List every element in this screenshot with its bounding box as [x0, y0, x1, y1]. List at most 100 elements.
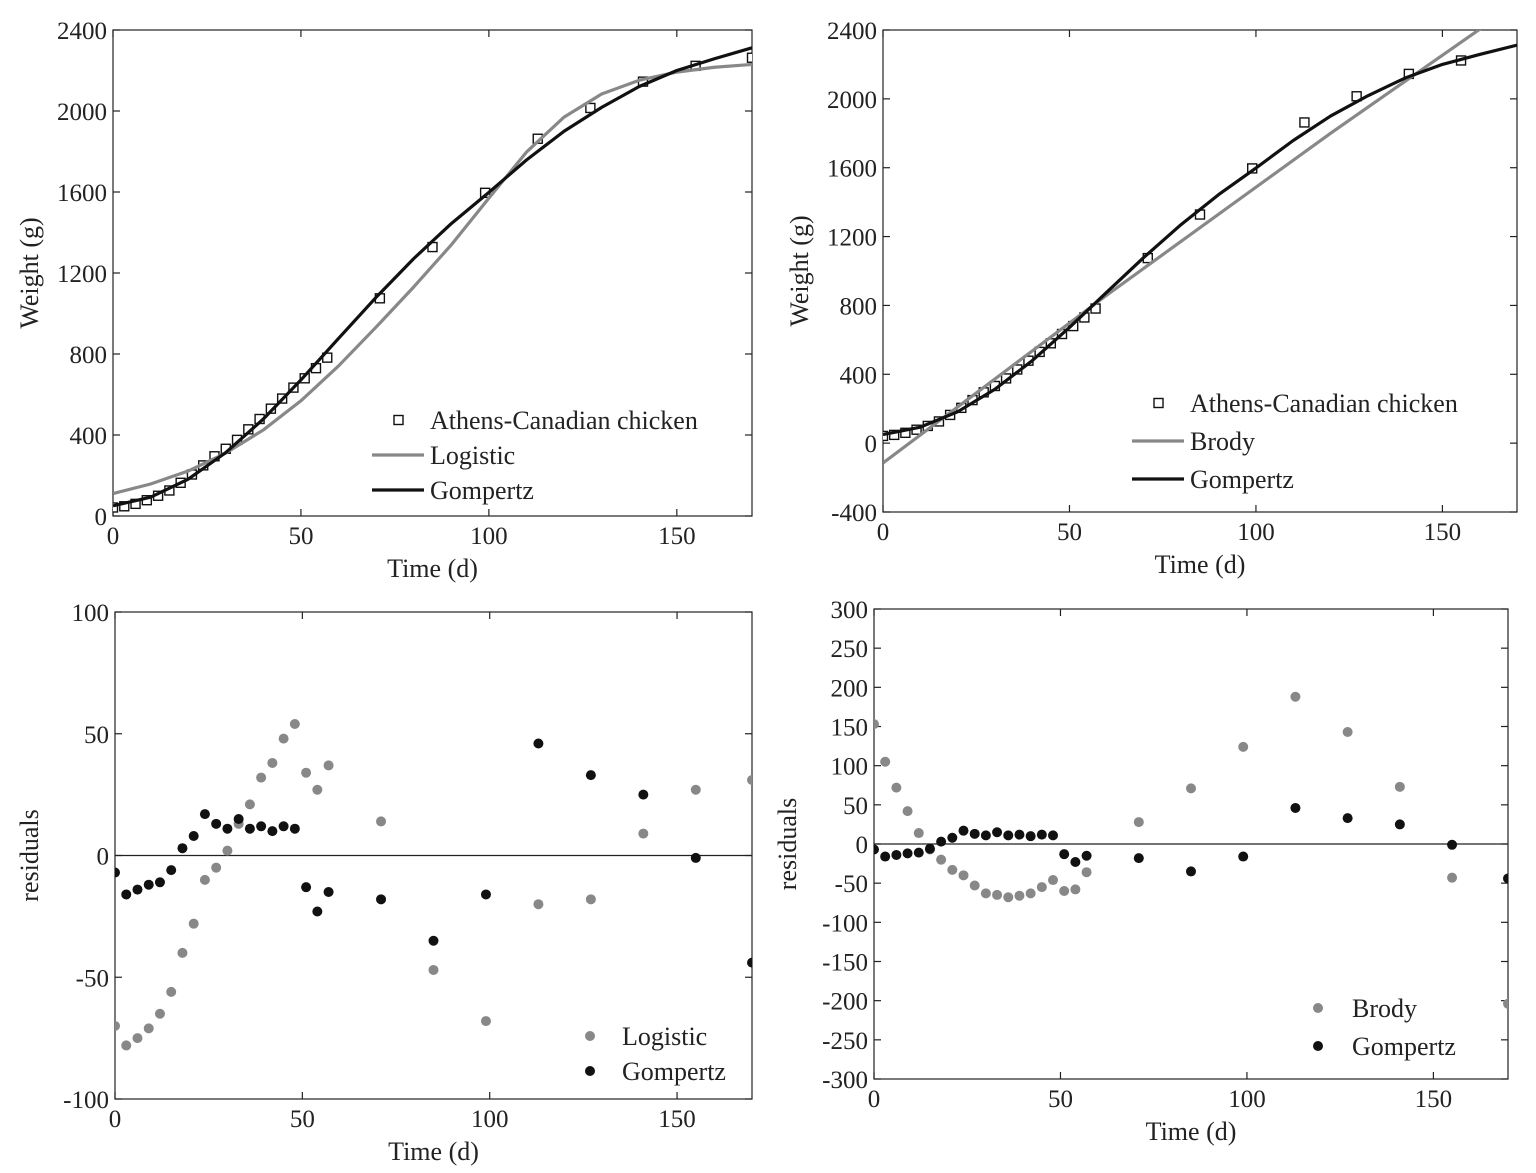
y-tick-label: -50 — [835, 871, 868, 898]
brody-point — [1059, 886, 1070, 896]
logistic-point — [177, 947, 188, 958]
athens-canadian-chicken-marker — [883, 430, 889, 442]
legend-label-athens-canadian-chicken: Athens-Canadian chicken — [430, 406, 698, 435]
legend-swatch-gompertz — [1313, 1041, 1323, 1051]
logistic-point — [323, 760, 334, 771]
legend-label-brody: Brody — [1190, 427, 1255, 456]
gompertz-point — [211, 818, 222, 829]
legend-label-gompertz: Gompertz — [1190, 465, 1294, 494]
y-tick-label: 1600 — [827, 156, 877, 183]
logistic-point — [143, 1023, 154, 1034]
logistic-point — [312, 784, 323, 795]
x-tick-label: 100 — [1228, 1086, 1266, 1113]
y-tick-label: 2000 — [827, 87, 877, 114]
brody-point — [1036, 882, 1047, 893]
brody-point — [874, 719, 879, 730]
gompertz-point — [177, 843, 188, 854]
logistic-point — [480, 1016, 491, 1027]
plot-frame — [882, 29, 1518, 513]
brody-point — [992, 889, 1003, 900]
brody-point — [1394, 781, 1405, 792]
x-tick-label: 150 — [658, 1106, 696, 1133]
brody-point — [1447, 872, 1458, 883]
x-tick-label: 50 — [288, 523, 313, 550]
brody-point — [1342, 726, 1353, 737]
chart-panel-3: 0 50 100 150 -100 -50 0 50 100 Time (d) residuals L… — [15, 600, 753, 1166]
gompertz-point — [132, 884, 143, 895]
gompertz-point — [913, 847, 924, 858]
y-tick-label: 400 — [840, 362, 878, 389]
legend: Brody Gompertz — [1313, 994, 1456, 1061]
logistic-point — [278, 733, 289, 744]
logistic-point — [428, 964, 439, 975]
brody-point — [1003, 892, 1014, 903]
gompertz-point — [121, 889, 132, 900]
logistic-point — [166, 986, 177, 997]
y-tick-label: 250 — [831, 636, 869, 663]
y-tick-label: -250 — [822, 1028, 868, 1055]
legend-swatch-gompertz — [585, 1066, 595, 1076]
x-tick-label: 50 — [1048, 1086, 1073, 1113]
logistic-point — [154, 1008, 165, 1019]
gompertz-point — [312, 906, 323, 917]
gompertz-point — [188, 831, 199, 842]
gompertz-point — [992, 827, 1003, 838]
gompertz-point — [267, 826, 278, 837]
y-tick-label: 50 — [843, 793, 868, 820]
legend-swatch-logistic — [585, 1031, 595, 1041]
gompertz-point — [1036, 829, 1047, 840]
logistic-point — [747, 775, 752, 786]
logistic-point — [244, 799, 255, 810]
x-tick-label: 0 — [868, 1086, 881, 1113]
brody-point — [1048, 875, 1059, 886]
gompertz-point — [690, 852, 701, 863]
gompertz-point — [1025, 831, 1036, 842]
logistic-point — [301, 767, 312, 778]
gompertz-point — [533, 738, 544, 749]
data-area — [883, 30, 1517, 465]
y-tick-label: 200 — [831, 675, 869, 702]
y-tick-label: 2400 — [57, 18, 107, 45]
brody-point — [1070, 884, 1081, 895]
legend: Athens-Canadian chicken Brody Gompertz — [1132, 389, 1458, 494]
gompertz-point — [947, 832, 958, 843]
brody-point — [947, 864, 958, 875]
y-tick-label: 100 — [831, 754, 869, 781]
x-axis-label: Time (d) — [1155, 550, 1246, 579]
x-tick-label: 150 — [1415, 1086, 1453, 1113]
y-axis-label: residuals — [773, 798, 802, 890]
x-axis-label: Time (d) — [388, 1137, 479, 1166]
y-tick-label: 300 — [831, 597, 869, 624]
legend-label-logistic: Logistic — [430, 441, 515, 470]
brody-point — [980, 888, 991, 899]
brody-point — [1186, 783, 1196, 794]
y-tick-label: 0 — [95, 504, 108, 531]
logistic-point — [188, 918, 199, 929]
gompertz-point — [376, 894, 387, 905]
chart-panel-4: 0 50 100 150 -300 -250 -200 -150 -100 -50 0 50 100 15… — [773, 597, 1509, 1146]
legend-label-athens-canadian-chicken: Athens-Canadian chicken — [1190, 389, 1458, 418]
data-area — [874, 691, 1508, 1009]
gompertz-point — [902, 848, 913, 859]
legend-label-gompertz: Gompertz — [430, 476, 534, 505]
y-tick-label: 1600 — [57, 180, 107, 207]
legend-label-gompertz: Gompertz — [622, 1057, 726, 1086]
logistic-point — [267, 757, 278, 768]
gompertz-point — [323, 887, 334, 898]
gompertz-point — [936, 836, 947, 847]
gompertz-point — [969, 828, 980, 839]
gompertz-point — [958, 825, 969, 836]
brody-point — [913, 828, 924, 839]
gompertz-line — [883, 43, 1517, 437]
logistic-point — [585, 894, 596, 905]
gompertz-point — [585, 770, 596, 781]
gompertz-point — [289, 823, 300, 834]
y-tick-label: -300 — [822, 1067, 868, 1094]
gompertz-point — [874, 844, 879, 855]
brody-point — [880, 756, 891, 767]
logistic-point — [289, 719, 300, 730]
gompertz-point — [880, 851, 891, 862]
gompertz-point — [154, 877, 165, 888]
gompertz-point — [115, 867, 120, 878]
